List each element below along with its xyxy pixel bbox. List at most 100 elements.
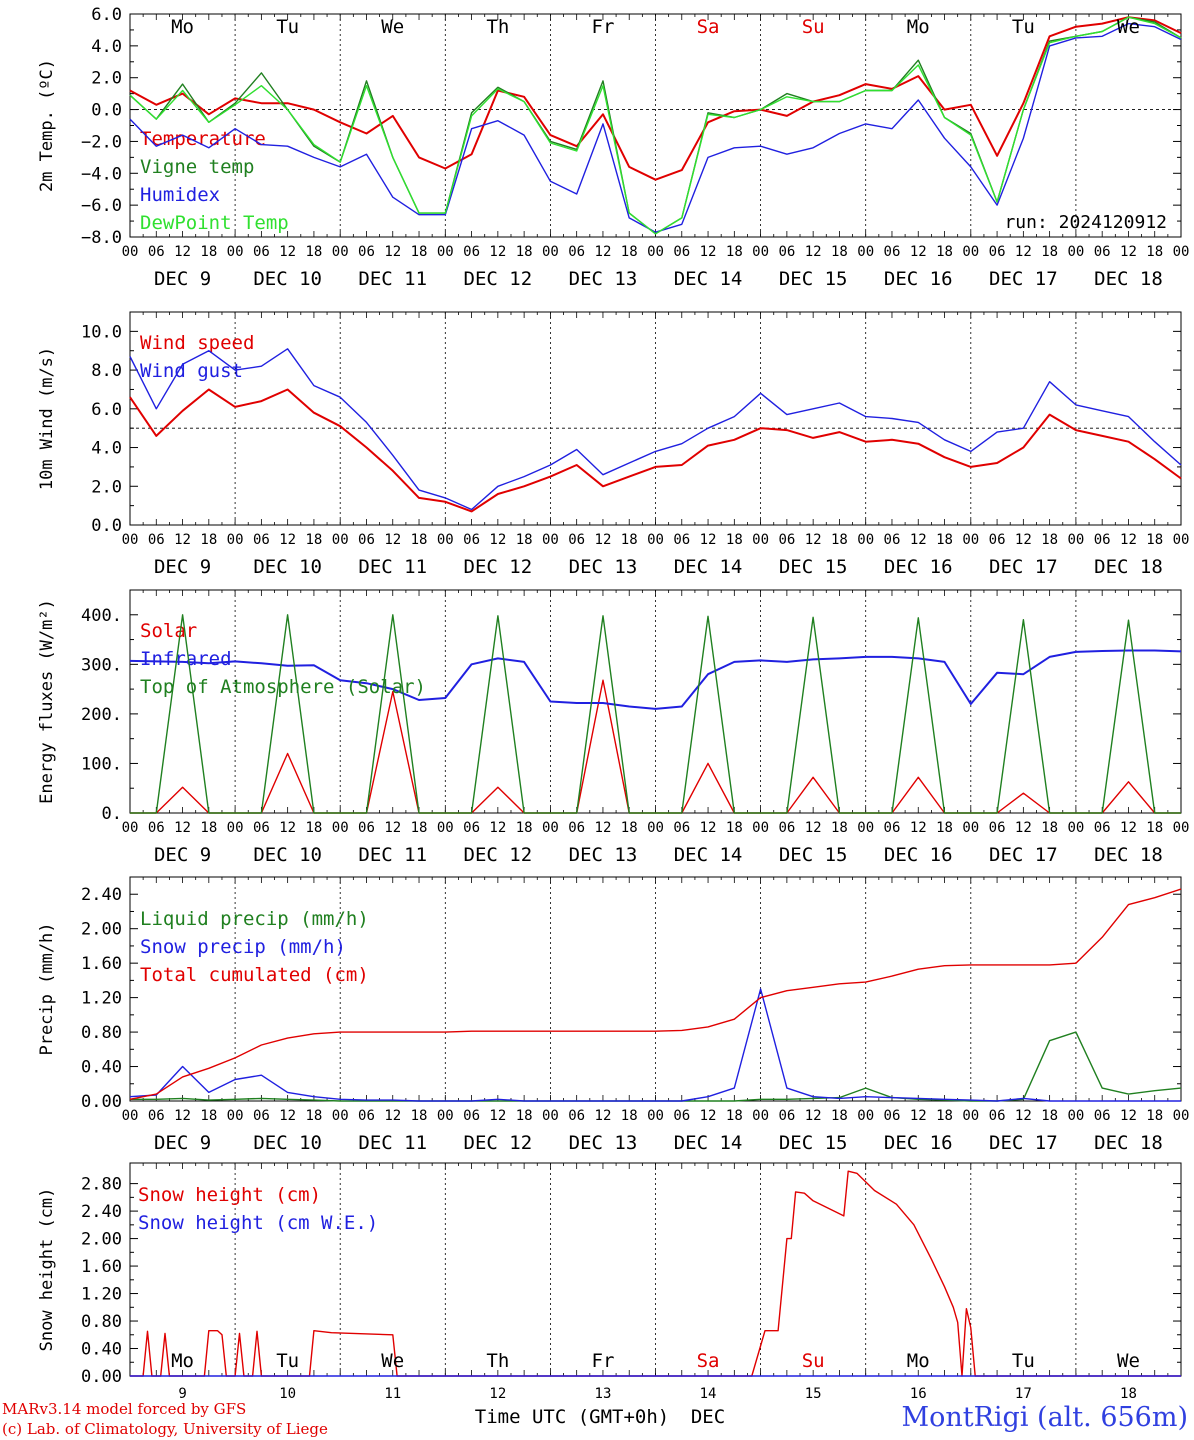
- hour-label: 06: [884, 820, 901, 836]
- hour-label: 12: [489, 820, 506, 836]
- y-tick-label: 8.0: [91, 361, 122, 381]
- weekday-label: We: [381, 1350, 404, 1372]
- date-label: DEC 17: [989, 1132, 1058, 1154]
- hour-label: 12: [279, 244, 296, 260]
- y-tick-label: 4.0: [91, 439, 122, 459]
- hour-label: 00: [962, 532, 979, 548]
- hour-label: 06: [253, 1108, 270, 1124]
- panel-energy: 400. 300. 200. 100. 0. Energy fluxes (W/m²) So…: [37, 589, 1189, 866]
- hour-label: 00: [332, 820, 349, 836]
- panel-snow: 2.80 2.40 2.00 1.60 1.20 0.80 0.40 0.00 Snow hei…: [37, 1162, 1182, 1428]
- hour-label: 12: [384, 244, 401, 260]
- hour-label: 12: [279, 820, 296, 836]
- hour-label: 12: [910, 820, 927, 836]
- hour-label: 12: [805, 244, 822, 260]
- day-number: 10: [279, 1386, 296, 1402]
- hour-label: 18: [305, 532, 322, 548]
- hour-label: 06: [1094, 532, 1111, 548]
- hour-label: 00: [752, 820, 769, 836]
- weekday-label: Mo: [907, 16, 930, 38]
- hour-label: 18: [621, 820, 638, 836]
- hour-label: 00: [122, 532, 139, 548]
- run-annotation: run: 2024120912: [1004, 212, 1167, 233]
- legend-entry: Temperature: [140, 128, 266, 150]
- hour-label: 06: [253, 820, 270, 836]
- day-number: 11: [384, 1386, 401, 1402]
- hour-label: 00: [122, 1108, 139, 1124]
- hour-label: 18: [726, 532, 743, 548]
- date-label: DEC 13: [569, 556, 638, 578]
- hour-label: 18: [411, 532, 428, 548]
- date-label: DEC 12: [464, 556, 533, 578]
- hour-label: 06: [568, 244, 585, 260]
- y-axis-label: Energy fluxes (W/m²): [37, 599, 57, 804]
- hour-label: 12: [595, 244, 612, 260]
- hour-label: 00: [542, 244, 559, 260]
- y-tick-label: 2.00: [81, 1230, 122, 1250]
- legend-entry: DewPoint Temp: [140, 212, 289, 234]
- hour-label: 06: [463, 532, 480, 548]
- hour-label: 06: [358, 1108, 375, 1124]
- date-label: DEC 11: [358, 844, 427, 866]
- hour-label: 00: [122, 820, 139, 836]
- date-label: DEC 15: [779, 556, 848, 578]
- y-tick-label: 0.00: [81, 1367, 122, 1387]
- y-tick-label: −6.0: [81, 196, 122, 216]
- weekday-label: Su: [802, 1350, 825, 1372]
- day-number: 17: [1015, 1386, 1032, 1402]
- date-label: DEC 13: [569, 844, 638, 866]
- hour-label: 18: [936, 532, 953, 548]
- date-label: DEC 15: [779, 268, 848, 290]
- hour-label: 06: [778, 820, 795, 836]
- hour-label: 06: [1094, 1108, 1111, 1124]
- hour-label: 12: [384, 532, 401, 548]
- date-label: DEC 16: [884, 1132, 953, 1154]
- hour-label: 00: [752, 532, 769, 548]
- hour-label: 12: [910, 1108, 927, 1124]
- legend-entry: Total cumulated (cm): [140, 964, 369, 986]
- hour-label: 00: [227, 532, 244, 548]
- weekday-label: Sa: [697, 1350, 720, 1372]
- date-label: DEC 16: [884, 844, 953, 866]
- weekday-label: Fr: [592, 1350, 615, 1372]
- hour-label: 18: [936, 820, 953, 836]
- weekday-label: We: [1117, 16, 1140, 38]
- hour-label: 18: [516, 532, 533, 548]
- hour-label: 12: [1120, 244, 1137, 260]
- date-label: DEC 10: [253, 556, 322, 578]
- hour-label: 06: [673, 532, 690, 548]
- hour-label: 12: [910, 532, 927, 548]
- y-tick-label: 0.: [102, 804, 122, 824]
- hour-label: 18: [621, 1108, 638, 1124]
- weekday-label: Mo: [171, 1350, 194, 1372]
- x-axis-label: Time UTC (GMT+0h): [475, 1406, 669, 1428]
- hour-label: 00: [1067, 1108, 1084, 1124]
- date-label: DEC 15: [779, 1132, 848, 1154]
- weekday-label: Th: [486, 16, 509, 38]
- weekday-label: Mo: [907, 1350, 930, 1372]
- date-label: DEC 9: [154, 1132, 211, 1154]
- hour-label: 06: [148, 1108, 165, 1124]
- series-line-1: [129, 649, 1182, 710]
- hour-label: 12: [384, 1108, 401, 1124]
- hour-label: 00: [332, 244, 349, 260]
- hour-label: 12: [489, 532, 506, 548]
- hour-label: 18: [1146, 1108, 1163, 1124]
- series-line-1: [129, 988, 1181, 1102]
- date-label: DEC 12: [464, 844, 533, 866]
- hour-label: 00: [962, 820, 979, 836]
- hour-label: 18: [1146, 244, 1163, 260]
- y-tick-label: 0.80: [81, 1312, 122, 1332]
- date-label: DEC 14: [674, 844, 743, 866]
- y-tick-label: 0.0: [91, 516, 122, 536]
- hour-label: 12: [1015, 532, 1032, 548]
- hour-label: 12: [279, 532, 296, 548]
- hour-label: 00: [857, 244, 874, 260]
- model-credit: MARv3.14 model forced by GFS: [2, 1400, 247, 1418]
- y-axis-label: Precip (mm/h): [37, 922, 57, 1055]
- hour-label: 00: [962, 244, 979, 260]
- date-label: DEC 17: [989, 844, 1058, 866]
- hour-label: 12: [805, 1108, 822, 1124]
- hour-label: 12: [1120, 820, 1137, 836]
- y-tick-label: −4.0: [81, 164, 122, 184]
